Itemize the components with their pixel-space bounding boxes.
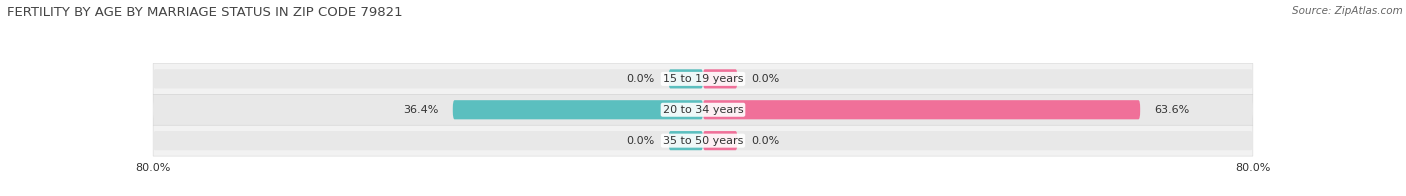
- Text: 35 to 50 years: 35 to 50 years: [662, 136, 744, 146]
- Text: 0.0%: 0.0%: [751, 136, 779, 146]
- FancyBboxPatch shape: [703, 69, 737, 88]
- Text: 36.4%: 36.4%: [404, 105, 439, 115]
- FancyBboxPatch shape: [669, 131, 703, 150]
- FancyBboxPatch shape: [153, 69, 703, 88]
- FancyBboxPatch shape: [453, 100, 703, 119]
- FancyBboxPatch shape: [153, 94, 1253, 125]
- Text: Source: ZipAtlas.com: Source: ZipAtlas.com: [1292, 6, 1403, 16]
- Text: 0.0%: 0.0%: [627, 74, 655, 84]
- FancyBboxPatch shape: [703, 131, 737, 150]
- Text: 20 to 34 years: 20 to 34 years: [662, 105, 744, 115]
- Text: 0.0%: 0.0%: [627, 136, 655, 146]
- FancyBboxPatch shape: [153, 125, 1253, 156]
- FancyBboxPatch shape: [703, 100, 1253, 119]
- Text: FERTILITY BY AGE BY MARRIAGE STATUS IN ZIP CODE 79821: FERTILITY BY AGE BY MARRIAGE STATUS IN Z…: [7, 6, 402, 19]
- FancyBboxPatch shape: [153, 64, 1253, 94]
- FancyBboxPatch shape: [669, 69, 703, 88]
- Text: 0.0%: 0.0%: [751, 74, 779, 84]
- Text: 63.6%: 63.6%: [1154, 105, 1189, 115]
- FancyBboxPatch shape: [703, 131, 1253, 150]
- FancyBboxPatch shape: [153, 100, 703, 119]
- Text: 15 to 19 years: 15 to 19 years: [662, 74, 744, 84]
- FancyBboxPatch shape: [153, 131, 703, 150]
- FancyBboxPatch shape: [703, 69, 1253, 88]
- FancyBboxPatch shape: [703, 100, 1140, 119]
